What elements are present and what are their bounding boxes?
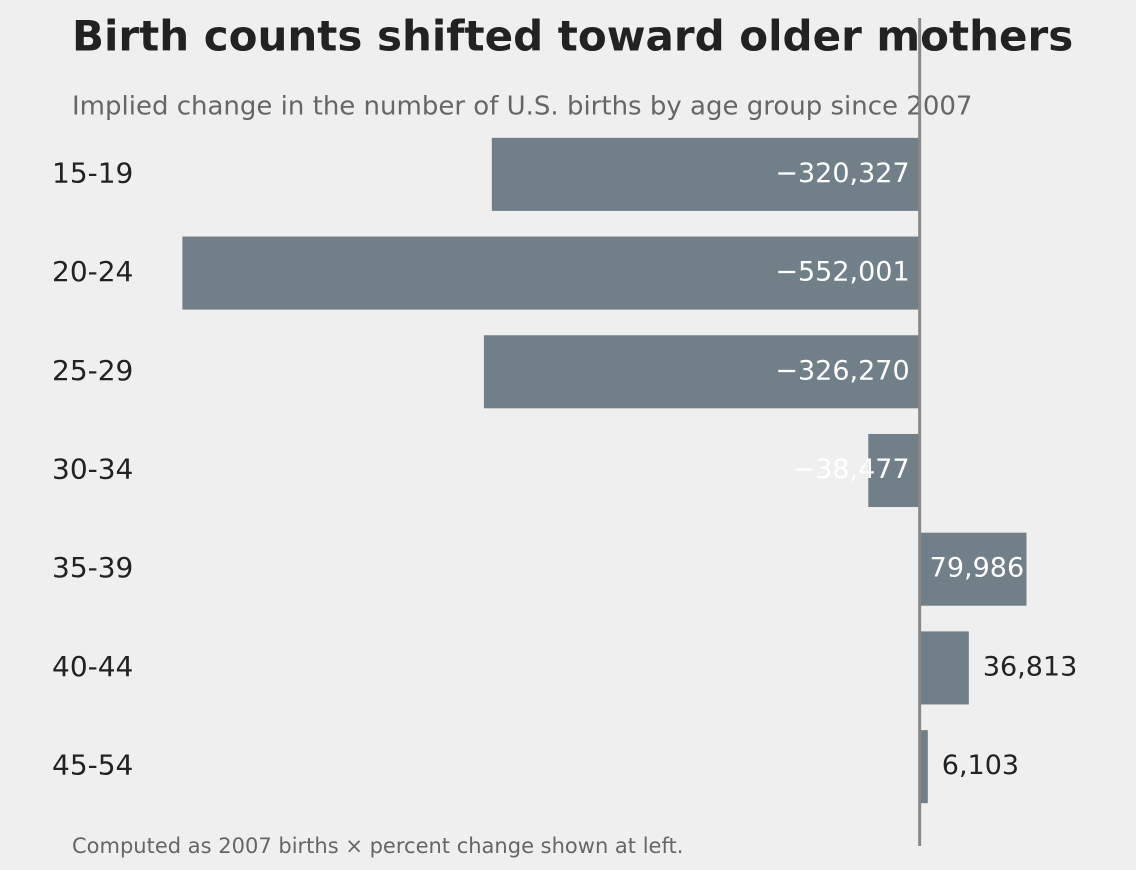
value-label: −38,477	[793, 454, 910, 485]
bar	[919, 532, 1027, 606]
bar	[491, 137, 920, 211]
category-label: 35-39	[52, 551, 133, 584]
category-label: 40-44	[52, 650, 133, 683]
bar	[919, 730, 928, 804]
category-label: 15-19	[52, 156, 133, 189]
value-label: −320,327	[775, 158, 909, 189]
value-label: 6,103	[942, 750, 1019, 781]
value-label: −326,270	[775, 355, 909, 386]
bar	[182, 236, 920, 310]
value-label: 79,986	[930, 553, 1024, 584]
bar	[868, 433, 920, 508]
category-label: 45-54	[52, 749, 133, 782]
value-label: −552,001	[775, 257, 909, 288]
chart-title: Birth counts shifted toward older mother…	[72, 12, 1073, 61]
bar	[483, 335, 920, 409]
category-label: 20-24	[52, 255, 133, 288]
bar	[919, 631, 969, 705]
category-label: 30-34	[52, 453, 133, 486]
footnote: Computed as 2007 births × percent change…	[72, 834, 683, 858]
category-label: 25-29	[52, 354, 133, 387]
chart-subtitle: Implied change in the number of U.S. bir…	[72, 92, 972, 122]
value-label: 36,813	[983, 651, 1077, 682]
